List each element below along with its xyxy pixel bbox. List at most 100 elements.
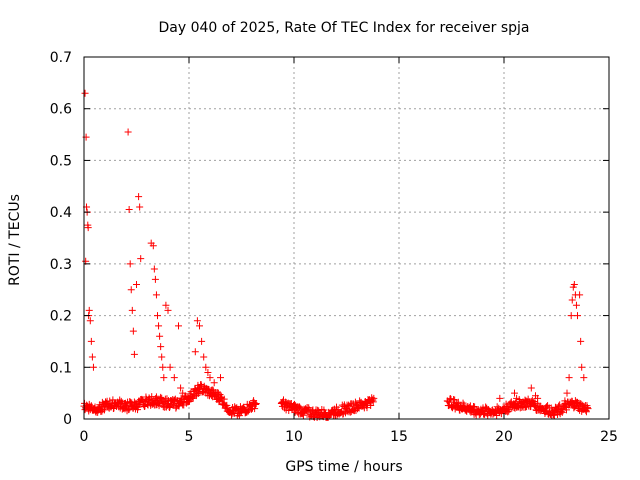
data-point [125,206,133,214]
data-point [562,406,570,414]
data-point [175,402,183,410]
data-point [177,384,185,392]
y-tick-label: 0.5 [50,153,72,169]
data-point [81,89,89,97]
data-point [369,396,377,404]
data-point [129,327,137,335]
data-point [511,389,518,397]
data-point [194,389,202,397]
x-tick-label: 0 [80,429,89,445]
data-point [156,332,164,340]
data-point [369,398,377,406]
data-point [296,403,304,411]
data-point [155,402,163,410]
data-point [308,407,316,415]
data-point [367,401,375,409]
data-point [558,408,566,416]
data-point [493,403,501,411]
data-point [223,401,231,409]
data-point [100,406,108,414]
data-point [565,374,573,382]
data-point [149,242,157,250]
data-point [150,265,158,273]
data-point [179,389,187,397]
data-point [582,406,590,414]
data-point [362,400,370,408]
data-point [193,317,201,325]
data-point [202,363,210,371]
data-point [89,363,97,371]
data-point [197,380,205,388]
data-point [446,395,454,403]
data-point [133,281,140,289]
y-tick-label: 0.4 [50,205,72,221]
data-point [233,404,241,412]
data-points [80,89,592,421]
data-point [567,312,575,320]
data-point [168,400,176,408]
grid-lines [84,57,609,419]
data-point [285,407,293,415]
data-point [84,224,92,232]
x-tick-label: 10 [285,429,303,445]
data-point [576,291,584,299]
data-point [116,396,124,404]
data-point [453,400,461,408]
data-point [137,255,145,263]
data-point [214,389,222,397]
data-point [154,312,161,320]
data-point [160,374,168,382]
y-tick-label: 0.3 [50,257,72,273]
data-point [574,399,581,407]
data-point [206,374,214,382]
data-point [150,396,158,404]
data-point [563,389,571,397]
data-point [244,407,252,415]
data-point [235,412,243,420]
data-point [568,296,576,304]
data-point [572,301,580,309]
data-point [575,405,583,413]
axis-ticks [83,56,610,420]
data-point [582,408,590,416]
data-point [175,322,182,330]
x-tick-label: 25 [600,429,618,445]
data-point [583,404,591,412]
plot-frame [83,56,610,420]
data-point [160,399,168,407]
y-tick-label: 0 [63,412,72,428]
x-tick-labels: 0 5 10 15 20 25 [80,429,618,445]
data-point [363,404,371,412]
y-tick-label: 0.2 [50,309,72,325]
data-point [505,407,513,415]
data-point [204,368,212,376]
data-point [247,405,255,413]
data-point [578,363,586,371]
data-point [570,281,578,289]
x-tick-label: 20 [495,429,513,445]
data-point [451,396,459,404]
data-point [170,374,178,382]
data-point [85,407,93,415]
data-point [513,394,521,402]
data-point [136,203,144,211]
data-point [550,411,558,419]
data-point [460,401,468,409]
data-point [88,353,96,361]
data-point [115,403,123,411]
data-point [568,397,576,405]
y-tick-label: 0.1 [50,360,72,376]
data-point [217,374,224,382]
data-point [85,306,93,314]
data-point [466,402,474,410]
data-point [151,275,159,283]
data-point [86,317,94,325]
data-point [527,384,535,392]
data-point [152,291,160,299]
y-tick-label: 0.6 [50,102,72,118]
data-point [252,401,260,409]
data-point [166,363,174,371]
data-point [200,353,208,361]
x-tick-label: 15 [390,429,408,445]
data-point [299,411,307,419]
